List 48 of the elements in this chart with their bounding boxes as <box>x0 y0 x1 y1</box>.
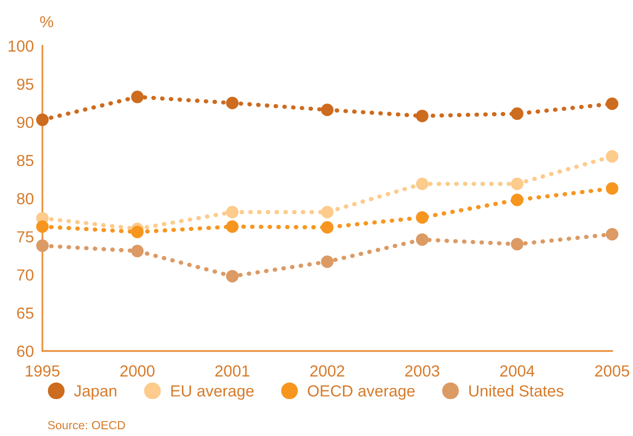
y-tick-label: 70 <box>17 269 34 281</box>
y-tick-label: 75 <box>17 231 34 242</box>
y-tick-label: 90 <box>17 116 34 128</box>
point <box>321 206 334 218</box>
legend-label: United States <box>469 384 564 397</box>
point <box>416 233 428 246</box>
point <box>416 110 428 122</box>
point <box>606 150 618 163</box>
point <box>131 90 144 104</box>
y-tick-label: 65 <box>17 307 34 319</box>
point <box>131 226 144 238</box>
y-axis-title: % <box>40 16 54 28</box>
point <box>36 114 49 126</box>
point <box>226 206 239 218</box>
point <box>36 239 49 252</box>
legend-label: OECD average <box>308 385 415 400</box>
point <box>131 244 144 258</box>
source-note: Source: OECD <box>48 420 125 430</box>
point <box>510 178 524 190</box>
x-tick-label: 2005 <box>595 365 630 377</box>
x-tick-label: 2004 <box>500 365 534 377</box>
point <box>321 255 334 268</box>
point <box>321 221 334 234</box>
x-tick-label: 2002 <box>310 365 344 377</box>
point <box>606 228 618 240</box>
point <box>416 178 428 190</box>
y-tick-label: 85 <box>17 154 34 166</box>
legend-label: Japan <box>74 385 116 400</box>
y-tick-label: 80 <box>17 193 34 204</box>
point <box>36 220 49 233</box>
y-tick-label: 60 <box>17 346 34 357</box>
x-tick-label: 2003 <box>405 365 440 377</box>
point <box>510 107 524 120</box>
point <box>510 238 524 250</box>
point <box>606 98 618 110</box>
point <box>226 96 239 110</box>
x-tick-label: 2000 <box>120 365 155 377</box>
x-tick-label: 2001 <box>215 365 250 377</box>
y-tick-label: 95 <box>17 78 34 90</box>
legend-label: EU average <box>171 385 254 400</box>
point <box>226 220 239 233</box>
point <box>510 194 524 206</box>
point <box>321 104 334 116</box>
point <box>606 182 618 195</box>
y-tick-label: 100 <box>8 40 34 52</box>
point <box>226 270 239 282</box>
x-tick-label: 1995 <box>26 365 60 377</box>
point <box>416 211 428 224</box>
